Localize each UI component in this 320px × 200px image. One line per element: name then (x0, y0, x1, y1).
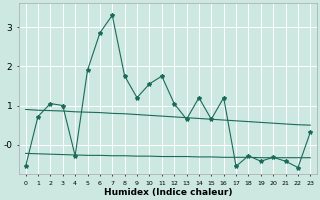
X-axis label: Humidex (Indice chaleur): Humidex (Indice chaleur) (104, 188, 232, 197)
